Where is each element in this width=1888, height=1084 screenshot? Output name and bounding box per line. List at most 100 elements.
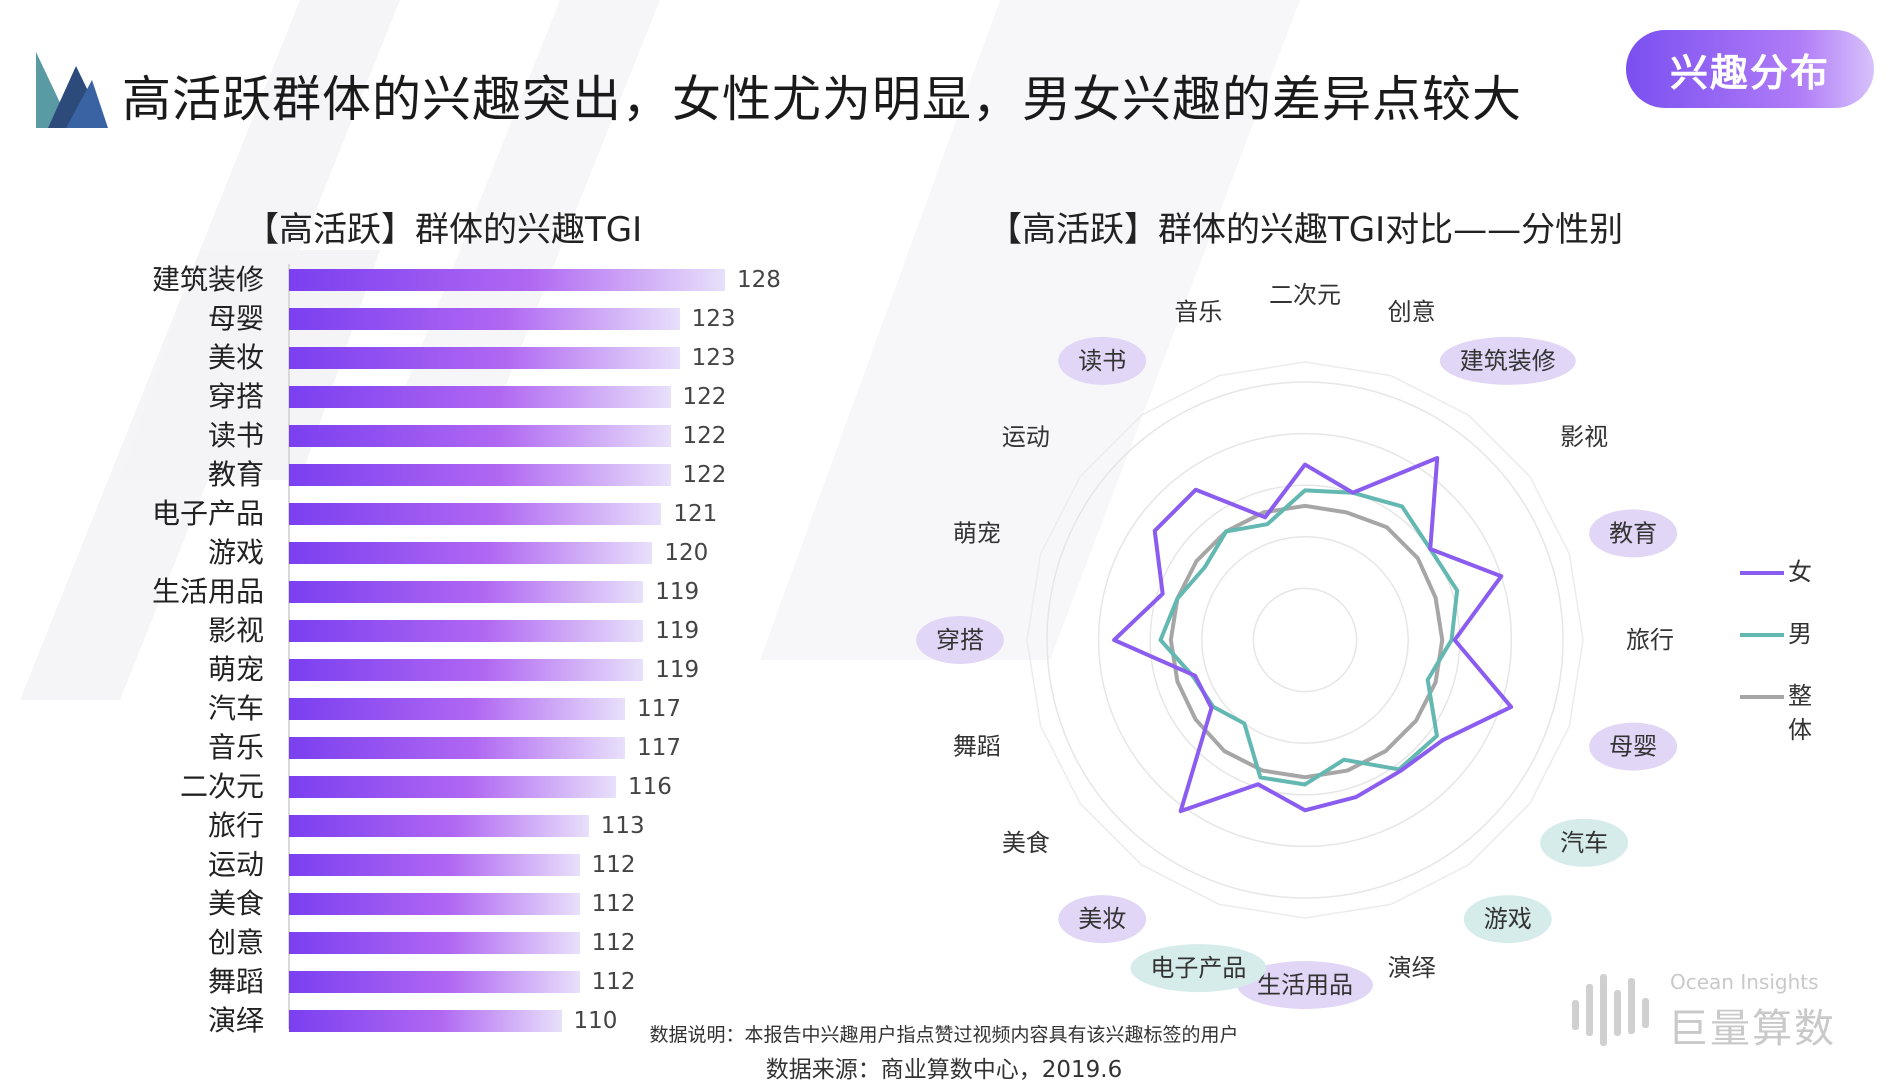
- bar: [289, 269, 725, 291]
- legend-label-male: 男: [1788, 620, 1812, 648]
- bar: [289, 308, 680, 330]
- legend-swatch-overall: [1740, 695, 1784, 699]
- bar-row: 影视 119: [0, 615, 900, 647]
- radar-label-highlight: [1058, 895, 1147, 944]
- bar-row: 教育 122: [0, 459, 900, 491]
- bar-value-label: 112: [591, 852, 636, 878]
- radar-chart-title: 【高活跃】群体的兴趣TGI对比——分性别: [988, 210, 1624, 250]
- bar-category-label: 电子产品: [151, 497, 264, 530]
- bar-value-label: 116: [628, 774, 672, 800]
- radar-grid-outer: [1026, 361, 1584, 919]
- bar-row: 旅行 113: [0, 810, 900, 842]
- bar-row: 建筑装修 128: [0, 264, 900, 296]
- radar-grid-ring: [1097, 432, 1513, 848]
- radar-axis-label: 建筑装修: [1460, 347, 1556, 375]
- bar-row: 创意 112: [0, 927, 900, 959]
- bar-category-label: 创意: [207, 926, 264, 959]
- bar: [289, 542, 653, 564]
- bar-category-label: 游戏: [207, 536, 264, 569]
- radar-label-highlight: [1439, 336, 1576, 385]
- bar-value-label: 120: [664, 540, 709, 566]
- radar-axis-label: 生活用品: [1257, 971, 1353, 999]
- brand-waveform-icon: [1572, 974, 1649, 1046]
- radar-axis-label: 演绎: [1388, 954, 1436, 982]
- bar-category-label: 生活用品: [151, 575, 264, 608]
- bar-category-label: 美食: [207, 887, 264, 920]
- bar-value-label: 122: [682, 423, 727, 449]
- bar-category-label: 运动: [207, 848, 264, 881]
- radar-axis-label: 运动: [1002, 423, 1050, 451]
- bar-category-label: 汽车: [207, 692, 264, 725]
- bar-category-label: 影视: [207, 614, 264, 647]
- bar: [289, 464, 671, 486]
- bar-row: 穿搭 122: [0, 381, 900, 413]
- bar-row: 美食 112: [0, 888, 900, 920]
- brand-chinese: 巨量算数: [1668, 1006, 1836, 1052]
- bar: [289, 347, 680, 369]
- radar-axis-label: 美妆: [1078, 905, 1126, 933]
- bar-category-label: 音乐: [207, 731, 264, 764]
- bar-value-label: 112: [591, 930, 636, 956]
- radar-grid-ring: [1201, 536, 1409, 744]
- radar-axis-label: 教育: [1609, 519, 1657, 547]
- radar-axis-label: 电子产品: [1150, 954, 1246, 982]
- radar-label-highlight: [1540, 818, 1629, 867]
- bar-category-label: 演绎: [207, 1004, 264, 1037]
- legend-swatch-female: [1740, 571, 1784, 575]
- bar-row: 美妆 123: [0, 342, 900, 374]
- bar-value-label: 119: [655, 579, 700, 605]
- bar-value-label: 121: [673, 501, 718, 527]
- radar-grid-ring: [1046, 381, 1564, 899]
- bar-row: 汽车 117: [0, 693, 900, 725]
- bar-row: 电子产品 121: [0, 498, 900, 530]
- radar-axis-label: 舞蹈: [953, 733, 1001, 761]
- bar-row: 音乐 117: [0, 732, 900, 764]
- bar: [289, 737, 626, 759]
- bar-chart-axis: [288, 264, 290, 1029]
- bar-row: 运动 112: [0, 849, 900, 881]
- radar-axis-label: 创意: [1388, 298, 1436, 326]
- bar: [289, 581, 644, 603]
- page-title: 高活跃群体的兴趣突出，女性尤为明显，男女兴趣的差异点较大: [122, 71, 1523, 128]
- bar-row: 生活用品 119: [0, 576, 900, 608]
- radar-axis-label: 影视: [1560, 423, 1608, 451]
- bar-value-label: 123: [691, 345, 736, 371]
- bar-category-label: 旅行: [207, 809, 264, 842]
- radar-axis-label: 音乐: [1174, 298, 1222, 326]
- bar-category-label: 美妆: [207, 341, 264, 374]
- bar: [289, 815, 589, 837]
- bar-row: 母婴 123: [0, 303, 900, 335]
- bar-row: 读书 122: [0, 420, 900, 452]
- radar-label-highlight: [1130, 944, 1267, 993]
- bar-value-label: 123: [691, 306, 736, 332]
- radar-axis-label: 二次元: [1269, 281, 1341, 309]
- bar: [289, 776, 616, 798]
- legend-swatch-male: [1740, 633, 1784, 637]
- radar-axis-label: 旅行: [1626, 626, 1674, 654]
- bar: [289, 893, 580, 915]
- brand-english: Ocean Insights: [1670, 970, 1819, 994]
- bar-category-label: 教育: [207, 458, 264, 491]
- radar-axis-label: 萌宠: [953, 519, 1001, 547]
- bar-row: 二次元 116: [0, 771, 900, 803]
- radar-grid-ring: [1252, 587, 1358, 693]
- bar-row: 萌宠 119: [0, 654, 900, 686]
- bar: [289, 620, 644, 642]
- bar-row: 游戏 120: [0, 537, 900, 569]
- legend-label-overall: 整体: [1788, 682, 1812, 744]
- legend-label-female: 女: [1788, 558, 1812, 586]
- radar-label-highlight: [1463, 895, 1552, 944]
- radar-label-highlight: [1058, 336, 1147, 385]
- bar-value-label: 122: [682, 462, 727, 488]
- bar-value-label: 128: [737, 267, 781, 293]
- radar-axis-label: 穿搭: [936, 626, 984, 654]
- radar-series-male: [1158, 488, 1460, 787]
- bar-category-label: 穿搭: [207, 380, 264, 413]
- radar-axis-label: 游戏: [1484, 905, 1532, 933]
- bar: [289, 854, 580, 876]
- data-note: 数据说明：本报告中兴趣用户指点赞过视频内容具有该兴趣标签的用户: [649, 1024, 1239, 1046]
- bar-value-label: 117: [637, 735, 681, 761]
- data-source: 数据来源：商业算数中心，2019.6: [765, 1057, 1123, 1083]
- bar-chart-title: 【高活跃】群体的兴趣TGI: [245, 210, 643, 250]
